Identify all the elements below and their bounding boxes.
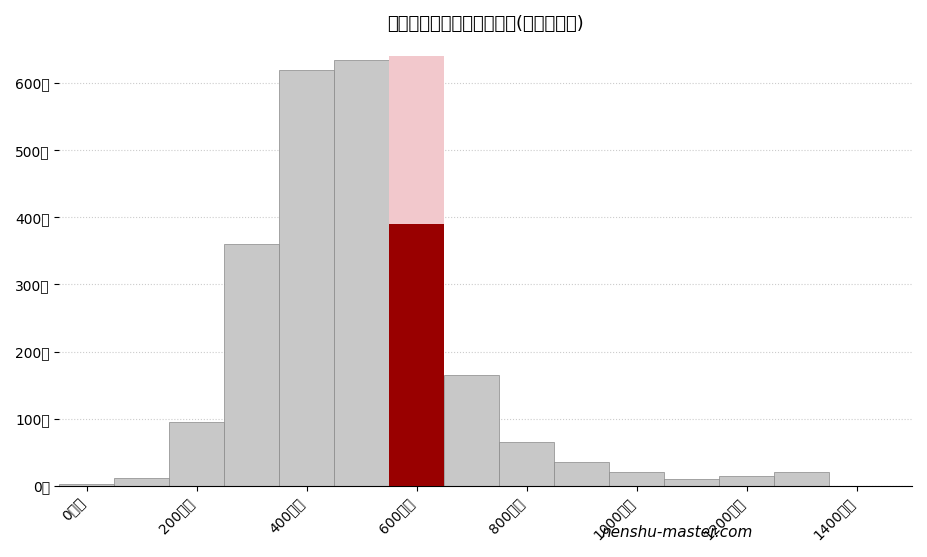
Text: nenshu-master.com: nenshu-master.com [601,525,753,540]
Bar [500,442,554,486]
Bar [224,244,279,486]
Bar [774,472,830,486]
Bar [59,485,114,486]
Bar [389,56,444,486]
Bar [665,479,719,486]
Bar [719,476,774,486]
Bar [609,472,665,486]
Bar [335,60,389,486]
Bar [389,224,444,486]
Bar [444,375,500,486]
Title: 横浜銀行の年収ポジション(関東地方内): 横浜銀行の年収ポジション(関東地方内) [387,15,584,33]
Bar [170,422,224,486]
Bar [114,478,170,486]
Bar [554,462,609,486]
Bar [279,70,335,486]
